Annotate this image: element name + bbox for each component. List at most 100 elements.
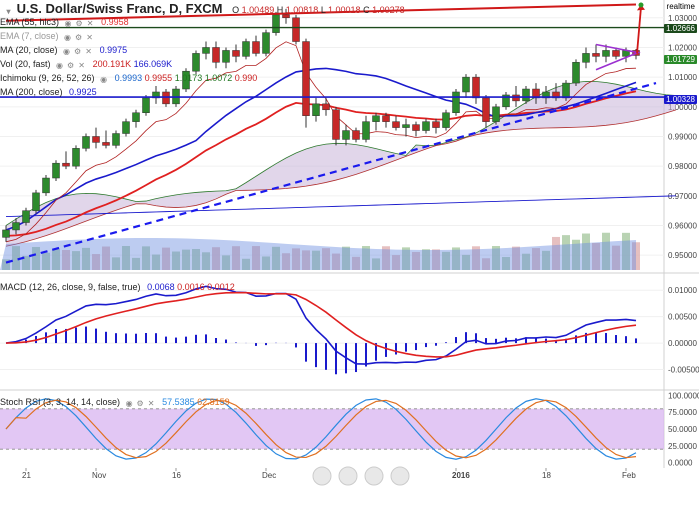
gear-icon[interactable]: ⚙ [74, 33, 83, 42]
candle-body [192, 53, 200, 72]
collapse-icon[interactable]: ▾ [6, 7, 11, 16]
volume-bar [292, 248, 300, 270]
gear-icon[interactable]: ⚙ [73, 47, 82, 56]
candle-body [412, 124, 420, 131]
legend-macd[interactable]: MACD (12, 26, close, 9, false, true) 0.0… [0, 281, 235, 294]
eye-icon[interactable]: ◉ [56, 61, 64, 70]
legend-ma200-label: MA (200, close) [0, 87, 63, 97]
candle-body [462, 76, 470, 93]
volume-bar [452, 247, 460, 270]
legend-macd-value-macd: 0.0068 [147, 282, 175, 292]
volume-bar [72, 251, 80, 270]
candle-body [312, 103, 320, 116]
candle-body [242, 41, 250, 57]
x-tick-label: Nov [92, 471, 106, 480]
volume-bar [42, 252, 50, 270]
ichimoku-span-b [5, 109, 677, 247]
volume-bar [2, 259, 10, 270]
price-label-current: 1.01729 [664, 55, 697, 64]
candle-body [562, 82, 570, 99]
legend-ichimoku-value-leadB: 0.990 [234, 73, 258, 83]
candle-body [292, 17, 300, 42]
volume-bar [82, 247, 90, 270]
legend-stochrsi[interactable]: Stoch RSI (3, 3, 14, 14, close) ◉ ⚙ ✕ 57.5… [0, 396, 230, 409]
volume-bar [142, 246, 150, 270]
replay-control-icon [390, 466, 410, 486]
price-y-tick: 1.01000 [668, 73, 697, 82]
volume-bar [322, 248, 330, 270]
volume-bar [602, 232, 610, 270]
candle-body [522, 88, 530, 102]
eye-icon[interactable]: ◉ [64, 19, 72, 28]
candle-body [282, 14, 290, 19]
candle-body [152, 91, 160, 99]
x-tick-label: Feb [622, 471, 636, 480]
close-icon[interactable]: ✕ [78, 61, 85, 70]
candle-body [402, 124, 410, 128]
close-icon[interactable]: ✕ [147, 399, 155, 408]
stochrsi-y-tick: 100.0000 [668, 391, 699, 400]
realtime-label: realtime [666, 2, 695, 11]
gear-icon[interactable]: ⚙ [136, 399, 144, 408]
legend-ma20-value: 0.9975 [99, 45, 128, 55]
volume-bar [262, 256, 270, 270]
volume-bar [442, 251, 450, 270]
candle-body [492, 106, 500, 122]
legend-ichimoku-label: Ichimoku (9, 26, 52, 26) [0, 73, 95, 83]
price-y-tick: 0.98000 [668, 162, 697, 171]
close-icon[interactable]: ✕ [86, 33, 93, 42]
ohlc-open-label: O [232, 5, 240, 15]
close-icon[interactable]: ✕ [86, 19, 94, 28]
price-y-tick: 1.03000 [668, 14, 697, 23]
candle-body [52, 162, 60, 179]
eye-icon[interactable]: ◉ [100, 75, 108, 84]
x-tick-label: 16 [172, 471, 181, 480]
ma20-line [5, 67, 637, 231]
legend-ema55[interactable]: EMA (55, hlc3) ◉ ⚙ ✕ 0.9958 [0, 16, 129, 29]
candle-body [162, 91, 170, 105]
volume-bar [22, 255, 30, 270]
legend-ema7[interactable]: EMA (7, close) ◉ ⚙ ✕ [0, 30, 94, 43]
eye-icon[interactable]: ◉ [63, 47, 71, 56]
candle-body [512, 94, 520, 102]
price-label-red-level: 1.02666 [664, 24, 697, 33]
candle-body [452, 91, 460, 113]
volume-bar [532, 248, 540, 270]
candle-body [392, 121, 400, 128]
candle-body [112, 133, 120, 146]
legend-ema55-label: EMA (55, hlc3) [0, 17, 60, 27]
volume-bar [382, 246, 390, 270]
stochrsi-k-line [5, 398, 637, 460]
legend-vol20-label: Vol (20, fast) [0, 59, 51, 69]
candle-body [612, 50, 620, 57]
stochrsi-y-tick: 25.0000 [668, 442, 697, 451]
candle-body [592, 53, 600, 57]
gear-icon[interactable]: ⚙ [75, 19, 83, 28]
volume-bar [592, 242, 600, 270]
legend-ichimoku[interactable]: Ichimoku (9, 26, 52, 26) ◉ 0.9993 0.9955… [0, 72, 257, 85]
gear-icon[interactable]: ⚙ [66, 61, 75, 70]
eye-icon[interactable]: ◉ [125, 399, 133, 408]
volume-bar [542, 250, 550, 270]
legend-stochrsi-k: 57.5385 [162, 397, 195, 407]
volume-bar [172, 251, 180, 270]
ma200-line [5, 195, 677, 218]
red-trend-line [5, 3, 637, 22]
candle-body [12, 222, 20, 231]
candle-body [552, 91, 560, 99]
volume-bar [222, 255, 230, 270]
volume-bar [202, 252, 210, 270]
triangle-pattern [595, 43, 641, 71]
ohlc-high-label: H [276, 5, 284, 15]
candle-body [142, 97, 150, 113]
volume-bar [272, 246, 280, 270]
close-icon[interactable]: ✕ [85, 47, 92, 56]
eye-icon[interactable]: ◉ [64, 33, 72, 42]
volume-bar [522, 253, 530, 270]
legend-ma200[interactable]: MA (200, close) 0.9925 [0, 86, 97, 99]
legend-ma20[interactable]: MA (20, close) ◉ ⚙ ✕ 0.9975 [0, 44, 127, 57]
volume-bar [482, 258, 490, 270]
legend-vol20[interactable]: Vol (20, fast) ◉ ⚙ ✕ 200.191K 166.069K [0, 58, 172, 71]
candle-body [262, 32, 270, 54]
